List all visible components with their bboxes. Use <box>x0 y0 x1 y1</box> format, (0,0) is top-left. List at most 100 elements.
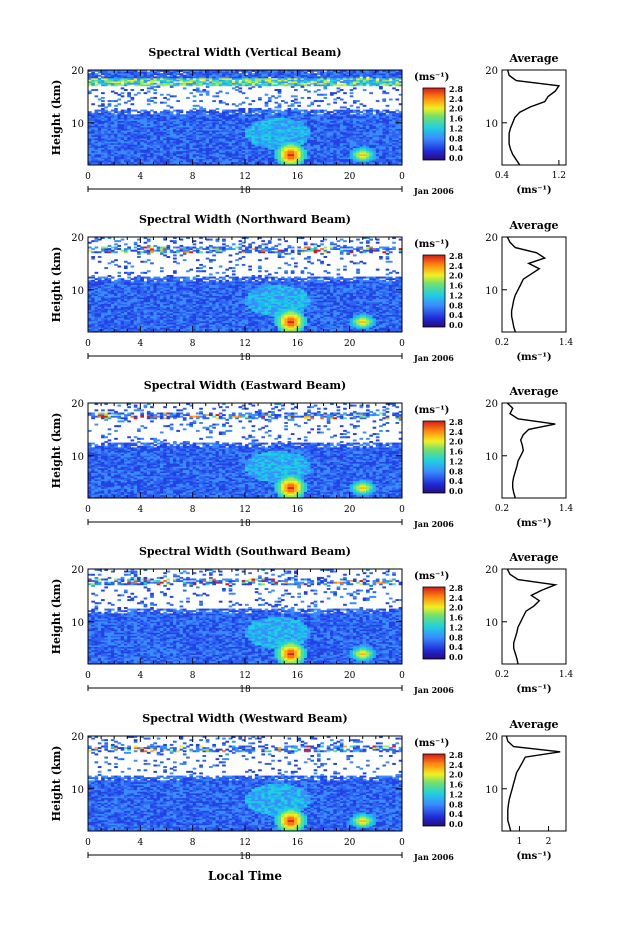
colorbar-tick-label: 0.0 <box>449 153 463 163</box>
y-axis-label: Height (km) <box>50 80 63 156</box>
date-label: Jan 2006 <box>413 685 454 695</box>
colorbar-tick-label: 2.0 <box>449 603 463 613</box>
colorbar-tick-label: 0.8 <box>449 632 463 642</box>
average-line <box>506 402 556 499</box>
average-profile: Average 10 20 0.2 1.4 (ms⁻¹) <box>485 385 573 529</box>
colorbar-tick-label: 2.4 <box>449 760 463 770</box>
colorbar-unit: (ms⁻¹) <box>414 72 449 83</box>
avg-x-tick-label: 1.4 <box>559 504 574 514</box>
x-tick-label: 0 <box>85 339 91 349</box>
colorbar <box>422 586 446 660</box>
colorbar-tick-label: 2.4 <box>449 427 463 437</box>
x-tick-label: 8 <box>190 671 196 681</box>
avg-y-tick-label: 10 <box>485 119 498 130</box>
colorbar-unit: (ms⁻¹) <box>414 738 449 749</box>
colorbar-unit: (ms⁻¹) <box>414 239 449 250</box>
panel-5: Spectral Width (Westward Beam)1020Height… <box>50 712 567 862</box>
colorbar-tick-label: 1.6 <box>449 780 463 790</box>
colorbar-tick-label: 0.0 <box>449 652 463 662</box>
x-tick-label: 20 <box>344 339 356 349</box>
panel-title: Spectral Width (Southward Beam) <box>139 545 351 558</box>
colorbar-tick-label: 0.8 <box>449 133 463 143</box>
x-tick-label: 0 <box>85 505 91 515</box>
y-tick-label: 10 <box>71 785 84 796</box>
x-tick-label: 0 <box>399 505 405 515</box>
y-tick-label: 10 <box>71 452 84 463</box>
colorbar-tick-label: 2.0 <box>449 104 463 114</box>
colorbar-tick-label: 2.8 <box>449 84 463 94</box>
panel-title: Spectral Width (Eastward Beam) <box>144 379 346 392</box>
colorbar <box>422 254 446 328</box>
x-tick-label: 12 <box>239 505 250 515</box>
avg-y-tick-label: 10 <box>485 618 498 629</box>
colorbar <box>422 87 446 161</box>
colorbar-tick-label: 2.0 <box>449 271 463 281</box>
day-label: 18 <box>239 852 251 862</box>
x-tick-label: 0 <box>399 339 405 349</box>
avg-x-label: (ms⁻¹) <box>516 518 551 529</box>
x-tick-label: 4 <box>137 838 143 848</box>
colorbar-tick-label: 0.0 <box>449 486 463 496</box>
average-line <box>507 69 561 166</box>
colorbar <box>422 753 446 827</box>
x-tick-label: 12 <box>239 172 250 182</box>
x-tick-label: 16 <box>292 671 304 681</box>
average-title: Average <box>508 52 558 65</box>
day-label: 18 <box>239 685 251 695</box>
panel-title: Spectral Width (Northward Beam) <box>139 213 351 226</box>
colorbar-tick-label: 2.0 <box>449 770 463 780</box>
panel-3: Spectral Width (Eastward Beam) 10 20 Height… <box>50 379 573 529</box>
colorbar-tick-label: 2.8 <box>449 251 463 261</box>
colorbar-tick-label: 1.6 <box>449 447 463 457</box>
colorbar-unit: (ms⁻¹) <box>414 571 449 582</box>
day-label: 18 <box>239 353 251 363</box>
colorbar-tick-label: 1.2 <box>449 622 463 632</box>
avg-x-tick-label: 0.2 <box>495 338 509 348</box>
heatmap-cells <box>88 403 403 499</box>
colorbar-tick-label: 0.0 <box>449 320 463 330</box>
x-tick-label: 4 <box>137 339 143 349</box>
average-title: Average <box>508 385 558 398</box>
colorbar-tick-label: 2.8 <box>449 583 463 593</box>
date-label: Jan 2006 <box>413 186 454 196</box>
y-tick-label: 20 <box>71 565 84 576</box>
average-frame <box>501 735 567 832</box>
avg-y-tick-label: 10 <box>485 452 498 463</box>
avg-x-label: (ms⁻¹) <box>516 185 551 196</box>
avg-y-tick-label: 20 <box>485 233 498 244</box>
x-tick-label: 16 <box>292 505 304 515</box>
y-axis-label: Height (km) <box>50 413 63 489</box>
panel-4: Spectral Width (Southward Beam) 10 20 Heigh… <box>50 545 573 695</box>
colorbar-tick-label: 2.4 <box>449 94 463 104</box>
y-tick-label: 20 <box>71 233 84 244</box>
x-tick-label: 12 <box>239 671 250 681</box>
colorbar-tick-label: 2.4 <box>449 593 463 603</box>
day-label: 18 <box>239 186 251 196</box>
x-tick-label: 0 <box>85 172 91 182</box>
average-title: Average <box>508 219 558 232</box>
colorbar-tick-label: 0.8 <box>449 799 463 809</box>
colorbar-tick-label: 1.2 <box>449 456 463 466</box>
colorbar-tick-label: 0.8 <box>449 466 463 476</box>
colorbar-tick-label: 2.8 <box>449 750 463 760</box>
panel-title: Spectral Width (Vertical Beam) <box>148 46 341 59</box>
heatmap-cells <box>88 237 403 333</box>
y-axis-label: Height (km) <box>50 579 63 655</box>
x-tick-label: 8 <box>190 505 196 515</box>
x-tick-label: 8 <box>190 838 196 848</box>
colorbar-tick-label: 2.0 <box>449 437 463 447</box>
y-tick-label: 10 <box>71 286 84 297</box>
avg-x-tick-label: 0.2 <box>495 504 509 514</box>
average-title: Average <box>508 551 558 564</box>
y-tick-label: 10 <box>71 119 84 130</box>
x-tick-label: 12 <box>239 838 250 848</box>
avg-x-tick-label: 1.4 <box>559 670 574 680</box>
x-tick-label: 4 <box>137 671 143 681</box>
x-tick-label: 4 <box>137 505 143 515</box>
y-axis-label: Height (km) <box>50 746 63 822</box>
x-tick-label: 0 <box>399 671 405 681</box>
x-tick-label: 0 <box>399 172 405 182</box>
panel-2: Spectral Width (Northward Beam) 10 20 Heigh… <box>50 213 573 363</box>
average-frame <box>501 236 567 333</box>
average-frame <box>501 568 567 665</box>
